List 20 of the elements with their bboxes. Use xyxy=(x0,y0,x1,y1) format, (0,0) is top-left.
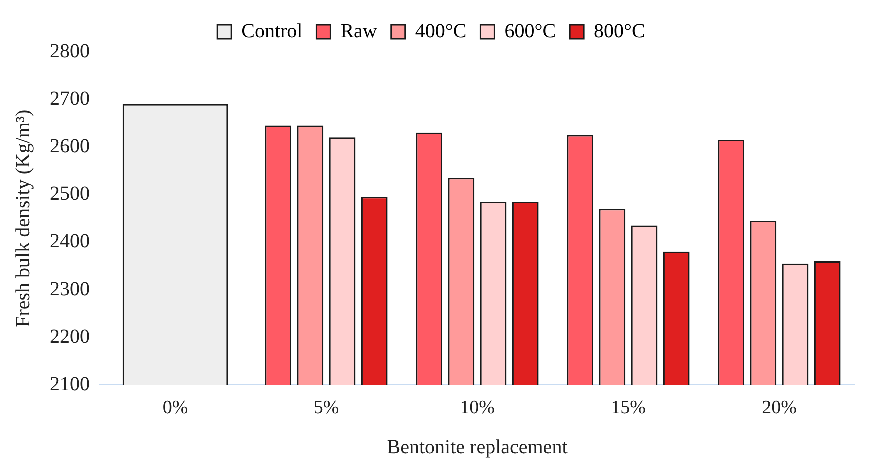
legend-label: 400°C xyxy=(415,20,467,42)
y-tick-label: 2800 xyxy=(50,40,90,62)
y-tick-label: 2100 xyxy=(50,373,90,396)
y-tick-label: 2300 xyxy=(50,278,90,300)
y-tick-label: 2700 xyxy=(50,88,90,110)
x-tick-label: 5% xyxy=(314,398,340,419)
y-tick-label: 2400 xyxy=(50,230,90,253)
x-tick-label: 10% xyxy=(460,398,496,419)
x-tick-label: 0% xyxy=(162,398,188,419)
y-tick-label: 2500 xyxy=(50,183,90,206)
x-tick-label: 15% xyxy=(611,398,646,419)
y-tick-label: 2600 xyxy=(50,135,90,158)
legend-label: Control xyxy=(242,20,304,42)
legend-label: Raw xyxy=(340,20,378,42)
y-tick-label: 2200 xyxy=(50,326,90,348)
x-tick-label: 20% xyxy=(762,398,798,419)
x-axis-title: Bentonite replacement xyxy=(387,436,568,458)
legend-label: 800°C xyxy=(594,20,646,42)
legend-label: 600°C xyxy=(504,20,556,42)
y-axis-title: Fresh bulk density (Kg/m³) xyxy=(12,110,34,328)
